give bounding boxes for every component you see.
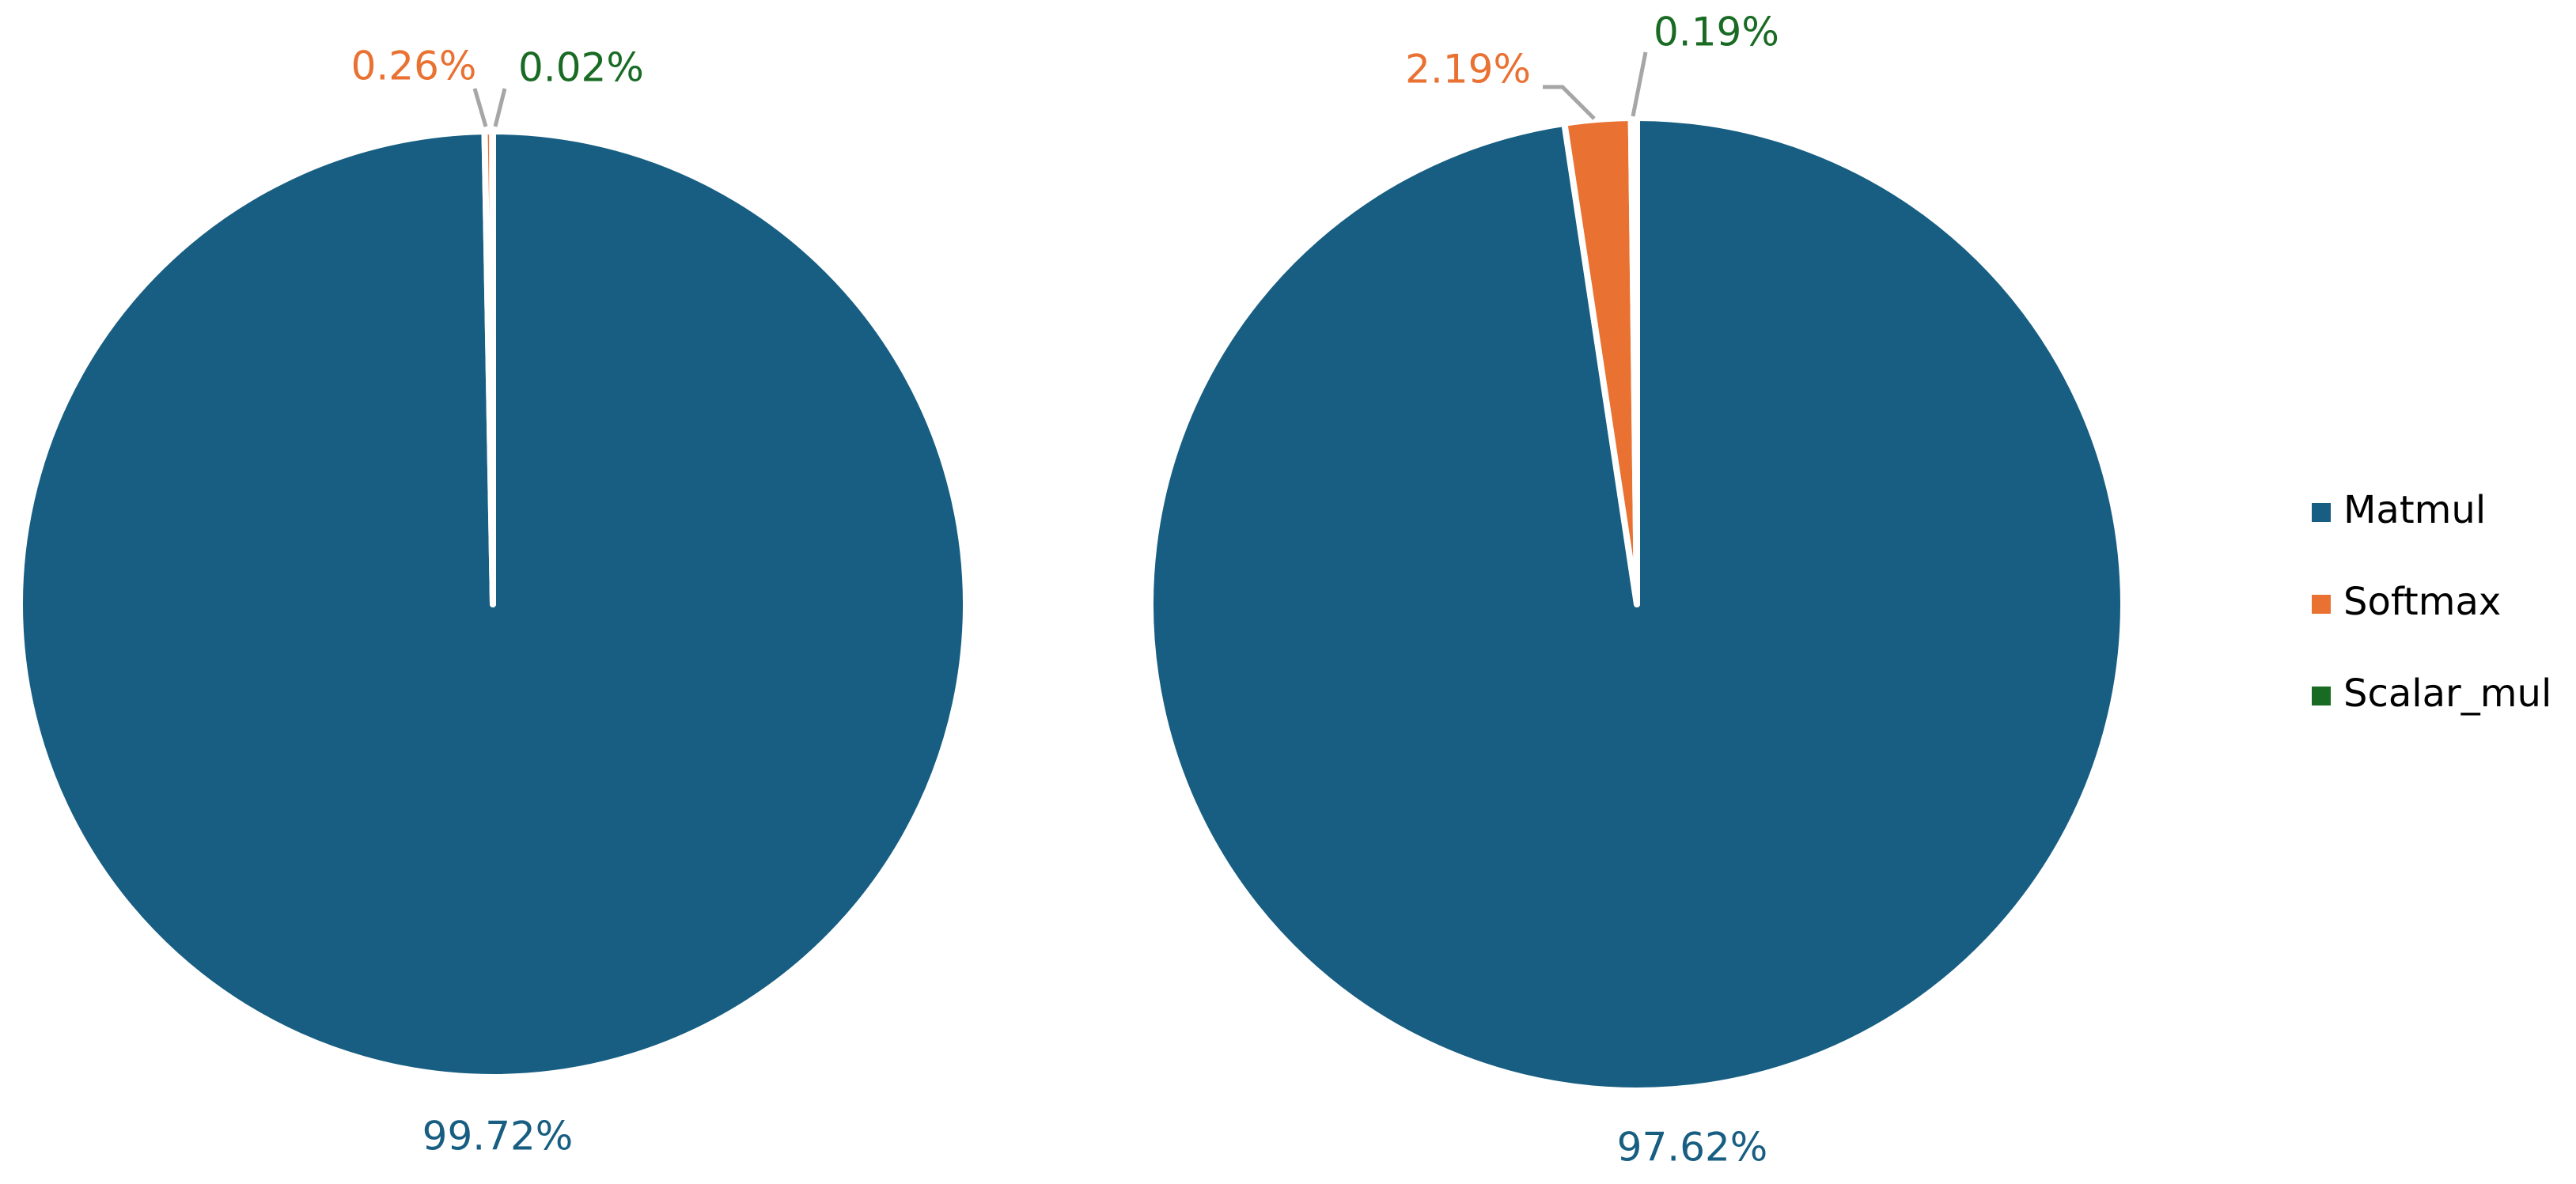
data-label: 99.72%	[422, 1114, 574, 1159]
data-label: 0.19%	[1654, 9, 1779, 55]
legend-swatch	[2312, 687, 2331, 705]
data-label: 97.62%	[1617, 1125, 1768, 1171]
pie-slice	[489, 127, 496, 607]
data-label: 2.19%	[1405, 47, 1531, 93]
leader-line	[1631, 51, 1648, 117]
legend-label: Softmax	[2343, 580, 2501, 624]
leader-line	[1543, 85, 1596, 120]
legend-label: Matmul	[2343, 488, 2486, 532]
legend-swatch	[2312, 503, 2331, 522]
pie-slice	[1627, 115, 1640, 607]
legend-label: Scalar_mul	[2343, 671, 2551, 716]
leader-line	[472, 88, 488, 127]
leader-line	[493, 88, 507, 127]
data-label: 0.26%	[351, 44, 477, 89]
legend-swatch	[2312, 595, 2331, 614]
data-label: 0.02%	[518, 45, 644, 91]
